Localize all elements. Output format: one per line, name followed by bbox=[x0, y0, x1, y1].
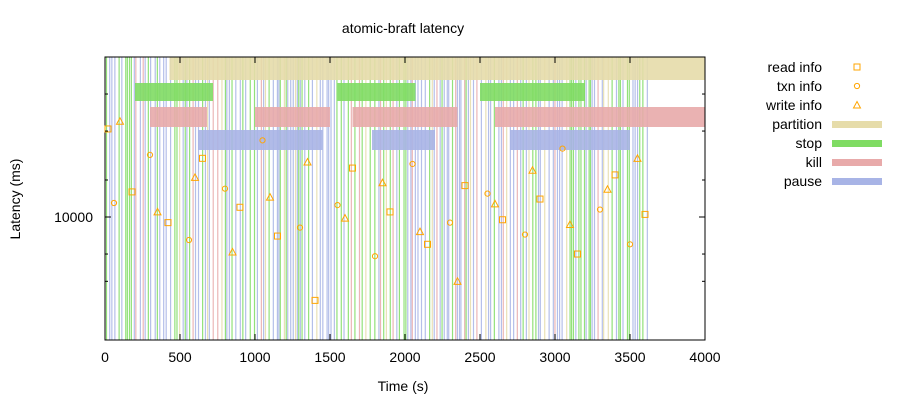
axes: 0 500 1000 1500 2000 2500 3000 3500 4000 10000 bbox=[54, 57, 721, 365]
x-axis-label: Time (s) bbox=[378, 378, 429, 394]
legend-swatch bbox=[832, 159, 882, 166]
legend-label: stop bbox=[796, 135, 823, 151]
legend-marker bbox=[852, 100, 862, 109]
read-info-point bbox=[386, 208, 394, 216]
write-info-point bbox=[453, 276, 462, 285]
txn-info-point bbox=[446, 219, 454, 226]
legend-label: read info bbox=[768, 59, 823, 75]
write-info-point bbox=[228, 247, 237, 256]
x-tick-label: 1000 bbox=[239, 349, 270, 365]
txn-info-point bbox=[221, 185, 229, 192]
read-info-point bbox=[104, 125, 112, 133]
txn-info-point bbox=[521, 231, 529, 238]
read-info-point bbox=[499, 216, 506, 224]
x-tick-label: 3000 bbox=[539, 349, 570, 365]
txn-info-point bbox=[146, 151, 154, 158]
write-info-point bbox=[415, 227, 425, 236]
nemesis-band-partition bbox=[169, 57, 705, 80]
chart-title: atomic-braft latency bbox=[342, 20, 464, 36]
write-info-point bbox=[115, 116, 125, 125]
data-points bbox=[104, 63, 862, 304]
write-info-point bbox=[265, 192, 275, 201]
txn-info-point bbox=[185, 236, 193, 244]
txn-info-point bbox=[334, 201, 341, 209]
txn-info-point bbox=[596, 206, 604, 213]
read-info-point bbox=[164, 219, 172, 227]
nemesis-band-stop bbox=[337, 83, 416, 101]
read-info-point bbox=[199, 154, 206, 162]
write-info-point bbox=[490, 199, 500, 208]
txn-info-point bbox=[296, 224, 304, 231]
write-info-point bbox=[565, 219, 575, 228]
x-tick-label: 500 bbox=[168, 349, 192, 365]
read-info-point bbox=[349, 164, 356, 172]
write-info-point bbox=[303, 157, 312, 166]
legend-label: txn info bbox=[777, 78, 822, 94]
x-tick-label: 4000 bbox=[689, 349, 720, 365]
nemesis-band-pause bbox=[255, 130, 323, 150]
txn-info-point bbox=[409, 160, 416, 168]
x-tick-label: 2000 bbox=[389, 349, 420, 365]
legend-swatch bbox=[832, 121, 882, 128]
legend-marker bbox=[853, 82, 861, 90]
x-tick-label: 0 bbox=[101, 349, 109, 365]
write-info-point bbox=[378, 178, 387, 187]
read-info-point bbox=[461, 182, 469, 190]
nemesis-band-kill bbox=[255, 107, 330, 127]
legend-label: kill bbox=[806, 154, 822, 170]
txn-info-point bbox=[484, 190, 491, 197]
x-tick-label: 1500 bbox=[314, 349, 345, 365]
write-info-point bbox=[528, 165, 537, 174]
x-tick-label: 2500 bbox=[464, 349, 495, 365]
legend-swatch bbox=[832, 140, 882, 147]
legend-swatch bbox=[832, 178, 882, 185]
txn-info-point bbox=[559, 145, 566, 152]
write-info-point bbox=[153, 207, 162, 216]
nemesis-band-pause bbox=[198, 130, 255, 150]
nemesis-band-pause bbox=[372, 130, 435, 150]
txn-info-point bbox=[110, 199, 118, 207]
legend-label: write info bbox=[765, 97, 822, 113]
write-info-point bbox=[603, 184, 612, 193]
nemesis-bands bbox=[105, 57, 705, 340]
write-info-point bbox=[633, 153, 642, 162]
read-info-point bbox=[424, 240, 431, 248]
legend-label: pause bbox=[784, 173, 822, 189]
nemesis-band-kill bbox=[150, 107, 207, 127]
txn-info-point bbox=[259, 137, 266, 144]
y-axis-label: Latency (ms) bbox=[7, 159, 23, 240]
read-info-point bbox=[574, 250, 581, 258]
legend-label: partition bbox=[772, 116, 822, 132]
nemesis-band-kill bbox=[352, 107, 458, 127]
read-info-point bbox=[536, 195, 544, 203]
y-tick-label: 10000 bbox=[54, 209, 93, 225]
nemesis-band-stop bbox=[480, 83, 585, 101]
write-info-point bbox=[190, 172, 200, 181]
read-info-point bbox=[236, 203, 244, 211]
legend-marker bbox=[853, 63, 861, 71]
read-info-point bbox=[311, 296, 319, 304]
txn-info-point bbox=[371, 253, 379, 260]
x-tick-label: 3500 bbox=[614, 349, 645, 365]
txn-info-point bbox=[626, 241, 634, 248]
read-info-point bbox=[274, 232, 281, 240]
legend: read info txn info write info partition stop… bbox=[765, 59, 882, 189]
nemesis-band-kill bbox=[495, 107, 705, 127]
write-info-point bbox=[340, 213, 350, 222]
read-info-point bbox=[128, 188, 136, 196]
read-info-point bbox=[611, 171, 619, 179]
nemesis-band-stop bbox=[135, 83, 213, 101]
nemesis-band-pause bbox=[510, 130, 630, 150]
read-info-point bbox=[641, 210, 649, 218]
